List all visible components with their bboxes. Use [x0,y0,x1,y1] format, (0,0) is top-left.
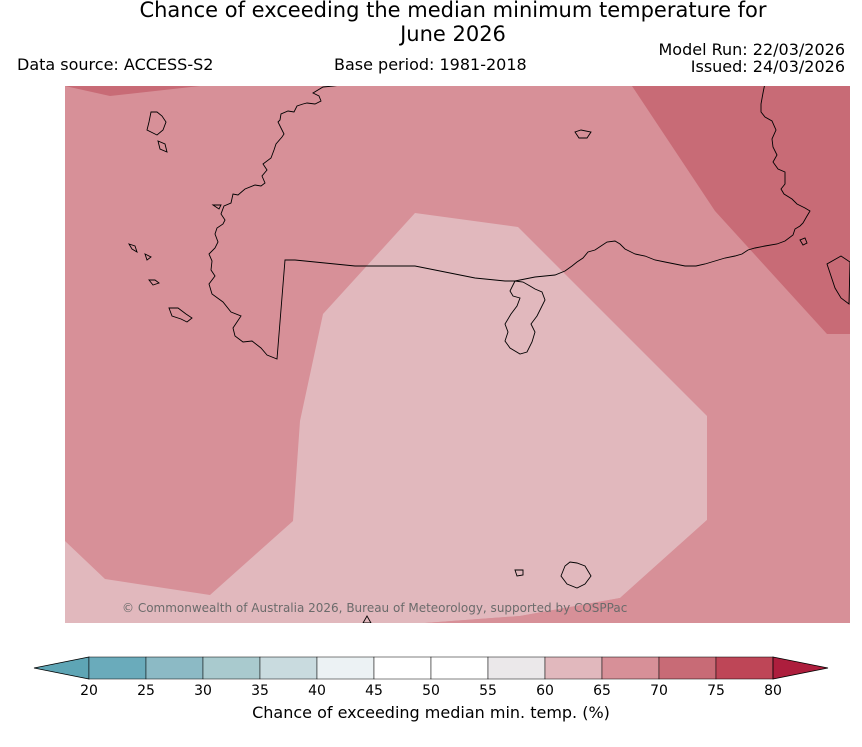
colorbar-tick-label: 30 [194,683,212,699]
island-nw-1 [146,111,167,136]
island-e-2 [799,237,808,246]
colorbar-segment [202,656,261,680]
base-period: Base period: 1981-2018 [334,55,527,74]
island-s-3 [362,615,372,623]
colorbar-segment [544,656,603,680]
colorbar-tick-label: 25 [137,683,155,699]
colorbar-tick-label: 35 [251,683,269,699]
map-title: Chance of exceeding the median minimum t… [0,0,862,46]
island-ne-1 [826,255,850,305]
probability-map [65,86,850,623]
colorbar-segment [658,656,717,680]
title-line-1: Chance of exceeding the median minimum t… [139,0,767,22]
colorbar-segment [145,656,204,680]
coastline [127,86,850,623]
main-island-coast [208,86,811,360]
issued-date: Issued: 24/03/2026 [690,57,845,76]
colorbar-label: Chance of exceeding median min. temp. (%… [252,703,610,722]
island-w-4 [168,307,193,323]
colorbar-segment [430,656,489,680]
colorbar-segment [487,656,546,680]
data-source: Data source: ACCESS-S2 [17,55,214,74]
colorbar-tick-label: 45 [365,683,383,699]
island-w-3 [148,279,160,286]
colorbar-tick-label: 20 [80,683,98,699]
colorbar-tick-label: 60 [536,683,554,699]
colorbar-arrow-high [772,656,829,680]
colorbar-tick-label: 75 [707,683,725,699]
title-line-2: June 2026 [400,22,506,46]
run-info: Model Run: 22/03/2026 Issued: 24/03/2026 [659,41,846,75]
model-run: Model Run: 22/03/2026 [658,40,846,59]
central-island-coast [504,280,546,355]
island-s-1 [514,569,524,577]
island-w-1 [127,243,138,254]
colorbar-segment [373,656,432,680]
island-e-1 [574,129,592,139]
colorbar-segment [88,656,147,680]
colorbar-segment [316,656,375,680]
island-w-2 [144,253,152,261]
colorbar-segment [259,656,318,680]
island-nw-2 [157,140,168,153]
colorbar-segment [715,656,774,680]
colorbar-arrow-low [33,656,90,680]
region-70-75-west [65,86,200,96]
colorbar-tick-label: 80 [764,683,782,699]
island-s-2 [560,561,592,589]
colorbar-tick-label: 55 [479,683,497,699]
region-70-75 [632,86,850,334]
island-n-1 [211,204,222,210]
colorbar-tick-label: 70 [650,683,668,699]
region-65-70-south [425,520,707,623]
copyright-credit: © Commonwealth of Australia 2026, Bureau… [122,601,628,615]
colorbar-segment [601,656,660,680]
colorbar-tick-label: 40 [308,683,326,699]
colorbar [33,656,829,680]
region-60-65 [65,213,707,623]
colorbar-tick-label: 50 [422,683,440,699]
colorbar-tick-label: 65 [593,683,611,699]
